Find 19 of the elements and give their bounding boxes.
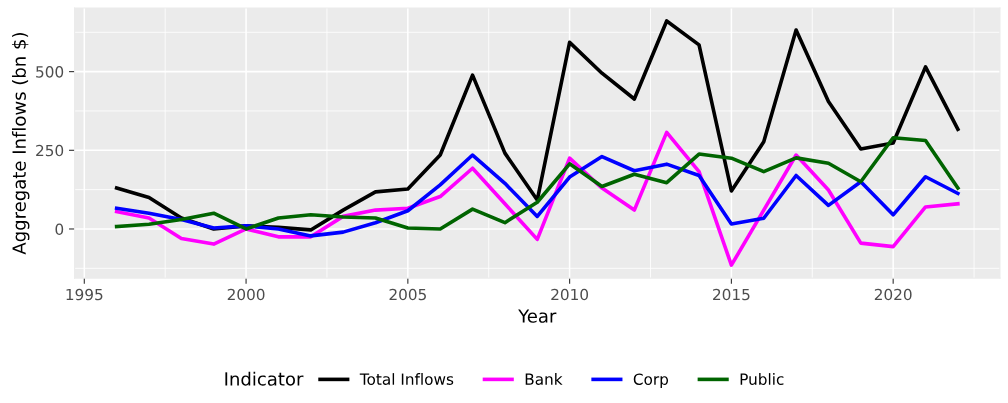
x-tick-label: 2010 [551,288,589,301]
x-tick-label: 2020 [874,288,912,301]
legend-label: Bank [525,373,563,385]
x-tick-label: 1995 [66,288,103,301]
y-tick-label: 0 [55,223,64,235]
legend-title: Indicator [225,371,304,386]
x-tick-label: 2005 [389,288,426,301]
line-series [114,153,960,238]
x-tick-label: 2015 [713,288,750,301]
line-series [114,19,960,232]
x-axis-title: Year [518,309,557,323]
legend-label: Total Inflows [359,373,454,385]
y-tick-label: 250 [36,144,64,157]
x-tick-label: 2000 [227,288,265,301]
legend-label: Corp [633,373,669,388]
y-axis-title: Aggregate Inflows (bn $) [11,33,30,255]
line-series [114,135,960,231]
y-tick-label: 500 [36,66,64,78]
legend-label: Public [740,373,784,385]
